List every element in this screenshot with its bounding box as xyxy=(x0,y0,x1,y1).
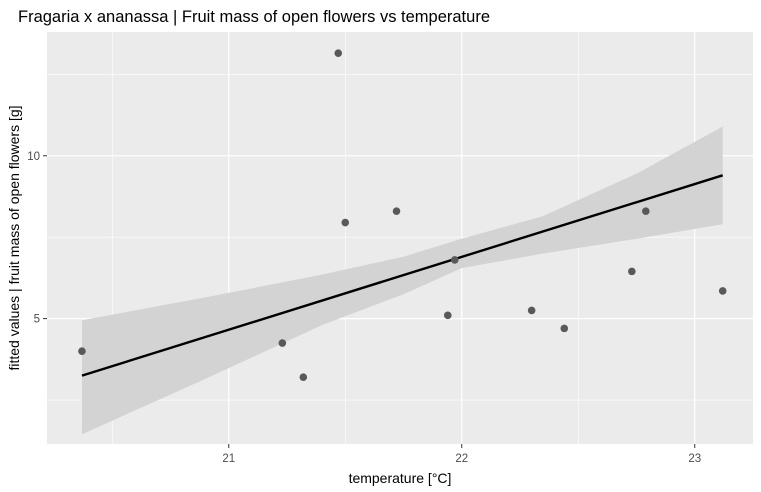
data-point xyxy=(299,373,308,382)
confidence-band xyxy=(82,126,723,435)
data-point xyxy=(527,306,536,315)
fit-line xyxy=(81,174,724,377)
y-axis: 5 10 xyxy=(27,151,47,326)
x-tick-label: 21 xyxy=(222,453,235,465)
x-axis-title: temperature [°C] xyxy=(349,470,452,486)
chart-title: Fragaria x ananassa | Fruit mass of open… xyxy=(18,8,490,26)
x-tick-label: 23 xyxy=(688,453,701,465)
data-point xyxy=(718,287,727,295)
data-point xyxy=(560,324,569,333)
data-point xyxy=(278,339,287,347)
data-point xyxy=(341,218,350,227)
data-points xyxy=(78,49,727,382)
data-point xyxy=(450,256,459,264)
x-tick-label: 22 xyxy=(455,453,468,465)
data-point xyxy=(628,267,636,276)
y-tick-label: 10 xyxy=(27,151,40,163)
x-axis: 21 22 23 xyxy=(222,444,701,465)
data-point xyxy=(443,311,452,320)
data-point xyxy=(334,49,343,57)
data-point xyxy=(642,207,650,215)
data-point xyxy=(392,207,401,215)
data-point xyxy=(78,347,86,355)
y-tick-label: 5 xyxy=(34,314,40,326)
y-axis-title: fitted values | fruit mass of open flowe… xyxy=(6,105,22,370)
